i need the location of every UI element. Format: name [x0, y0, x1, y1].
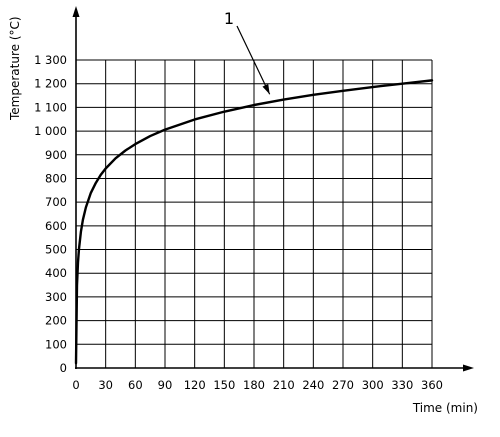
x-axis-arrow — [463, 364, 474, 372]
grid-lines — [76, 59, 433, 368]
x-tick-label: 270 — [332, 378, 354, 392]
series-line — [74, 79, 434, 365]
y-tick-label: 300 — [45, 290, 67, 304]
y-tick-label: 500 — [45, 243, 67, 257]
x-axis-label: Time (min) — [412, 401, 478, 415]
annotation-arrowhead — [262, 83, 270, 95]
y-tick-label: 900 — [45, 148, 67, 162]
x-tick-label: 210 — [273, 378, 295, 392]
series-group — [74, 79, 434, 365]
x-tick-label: 240 — [302, 378, 324, 392]
y-axis-label: Temperature (°C) — [8, 16, 22, 121]
y-tick-label: 1 100 — [34, 100, 67, 114]
x-tick-label: 330 — [391, 378, 413, 392]
y-tick-label: 0 — [60, 361, 67, 375]
y-tick-label: 1 200 — [34, 77, 67, 91]
x-tick-label: 300 — [362, 378, 384, 392]
y-tick-label: 400 — [45, 266, 67, 280]
annotation-group: 1 — [224, 9, 271, 95]
x-tick-label: 360 — [421, 378, 443, 392]
y-axis-arrow — [72, 6, 80, 17]
y-tick-label: 1 300 — [34, 53, 67, 67]
y-tick-labels: 0 100 200 300 400 500 600 700 800 900 1 000 1 100 1 … — [34, 53, 67, 375]
annotation-label: 1 — [224, 9, 234, 28]
x-tick-label: 120 — [184, 378, 206, 392]
x-tick-label: 90 — [158, 378, 173, 392]
annotation-leader-line — [236, 25, 271, 95]
y-tick-label: 800 — [45, 171, 67, 185]
axes — [72, 6, 474, 372]
x-tick-label: 0 — [72, 378, 79, 392]
x-tick-label: 60 — [128, 378, 143, 392]
y-tick-label: 1 000 — [34, 124, 67, 138]
y-tick-label: 600 — [45, 219, 67, 233]
x-tick-labels: 0 30 60 90 120 150 180 210 240 270 300 330 360 — [72, 378, 443, 392]
y-tick-label: 100 — [45, 337, 67, 351]
x-tick-label: 150 — [213, 378, 235, 392]
y-tick-label: 200 — [45, 314, 67, 328]
x-tick-label: 180 — [243, 378, 265, 392]
y-tick-label: 700 — [45, 195, 67, 209]
x-tick-label: 30 — [98, 378, 113, 392]
